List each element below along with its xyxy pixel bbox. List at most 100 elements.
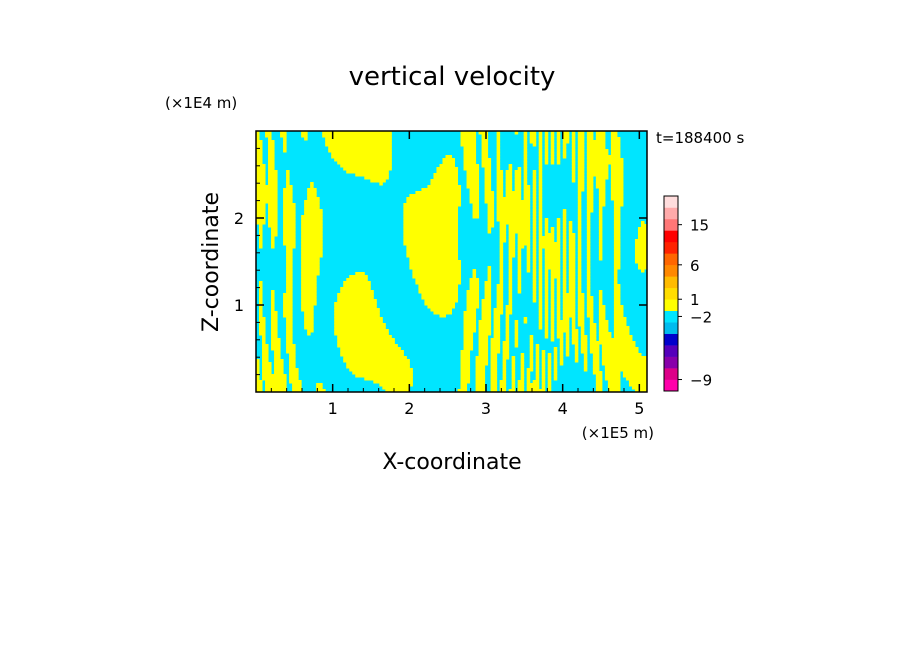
field-cell [292, 233, 296, 237]
field-cell [370, 365, 374, 369]
field-cell [526, 377, 531, 381]
field-cell [565, 299, 570, 303]
field-cell [424, 227, 428, 231]
field-cell [505, 350, 510, 354]
field-cell [358, 365, 362, 369]
field-cell [508, 179, 513, 183]
field-cell [613, 203, 618, 207]
field-cell [484, 314, 489, 318]
field-cell [271, 209, 275, 213]
field-cell [454, 293, 459, 297]
field-cell [382, 371, 386, 375]
field-cell [448, 272, 452, 276]
field-cell [448, 287, 452, 291]
field-cell [580, 131, 585, 135]
field-cell [433, 209, 437, 213]
field-cell [451, 290, 456, 294]
field-cell [391, 386, 395, 390]
field-cell [355, 353, 359, 357]
field-cell [367, 158, 371, 162]
field-cell [628, 371, 633, 375]
field-cell [454, 218, 459, 222]
field-cell [445, 176, 449, 180]
field-cell [424, 230, 428, 234]
field-cell [343, 152, 347, 156]
field-cell [571, 254, 576, 258]
field-cell [514, 209, 519, 213]
field-cell [508, 221, 513, 225]
field-cell [448, 260, 452, 264]
field-cell [451, 302, 456, 306]
field-cell [484, 350, 489, 354]
field-cell [460, 389, 465, 392]
field-cell [259, 230, 263, 234]
field-cell [463, 317, 468, 321]
field-cell [529, 341, 534, 345]
field-cell [388, 155, 392, 159]
field-cell [337, 341, 341, 345]
field-cell [382, 179, 386, 183]
field-cell [508, 224, 513, 228]
field-cell [496, 152, 501, 156]
field-cell [397, 350, 401, 354]
field-cell [265, 371, 269, 375]
field-cell [430, 233, 434, 237]
field-cell [349, 368, 353, 372]
field-cell [289, 368, 293, 372]
field-cell [484, 170, 489, 174]
field-cell [508, 251, 513, 255]
field-cell [517, 182, 522, 186]
field-cell [310, 281, 314, 285]
field-cell [514, 170, 519, 174]
field-cell [283, 314, 287, 318]
field-cell [412, 212, 416, 216]
field-cell [481, 326, 486, 330]
field-cell [580, 149, 585, 153]
field-cell [346, 152, 350, 156]
field-cell [478, 362, 483, 366]
field-cell [487, 185, 492, 189]
field-cell [421, 242, 425, 246]
field-cell [580, 158, 585, 162]
field-cell [373, 365, 377, 369]
field-cell [508, 284, 513, 288]
field-cell [547, 386, 552, 390]
field-cell [268, 374, 272, 378]
field-cell [313, 266, 317, 270]
field-cell [547, 365, 552, 369]
field-cell [433, 224, 437, 228]
field-cell [265, 386, 269, 390]
field-cell [427, 245, 431, 249]
field-cell [526, 221, 531, 225]
field-cell [379, 350, 383, 354]
field-cell [292, 344, 296, 348]
field-cell [535, 377, 540, 381]
field-cell [307, 257, 311, 261]
field-cell [499, 221, 504, 225]
field-cell [586, 188, 591, 192]
field-cell [487, 302, 492, 306]
field-cell [505, 335, 510, 339]
field-cell [556, 272, 561, 276]
field-cell [286, 257, 290, 261]
field-cell [274, 200, 278, 204]
field-cell [619, 314, 624, 318]
field-cell [523, 194, 528, 198]
field-cell [442, 197, 446, 201]
field-cell [541, 377, 546, 381]
field-cell [451, 251, 456, 255]
field-cell [436, 242, 440, 246]
field-cell [364, 350, 368, 354]
field-cell [451, 191, 456, 195]
field-cell [439, 260, 443, 264]
field-cell [355, 158, 359, 162]
field-cell [613, 158, 618, 162]
field-cell [442, 278, 446, 282]
field-cell [289, 224, 293, 228]
field-cell [586, 299, 591, 303]
field-cell [448, 206, 452, 210]
field-cell [358, 368, 362, 372]
field-cell [520, 353, 525, 357]
field-cell [283, 227, 287, 231]
field-cell [574, 359, 579, 363]
